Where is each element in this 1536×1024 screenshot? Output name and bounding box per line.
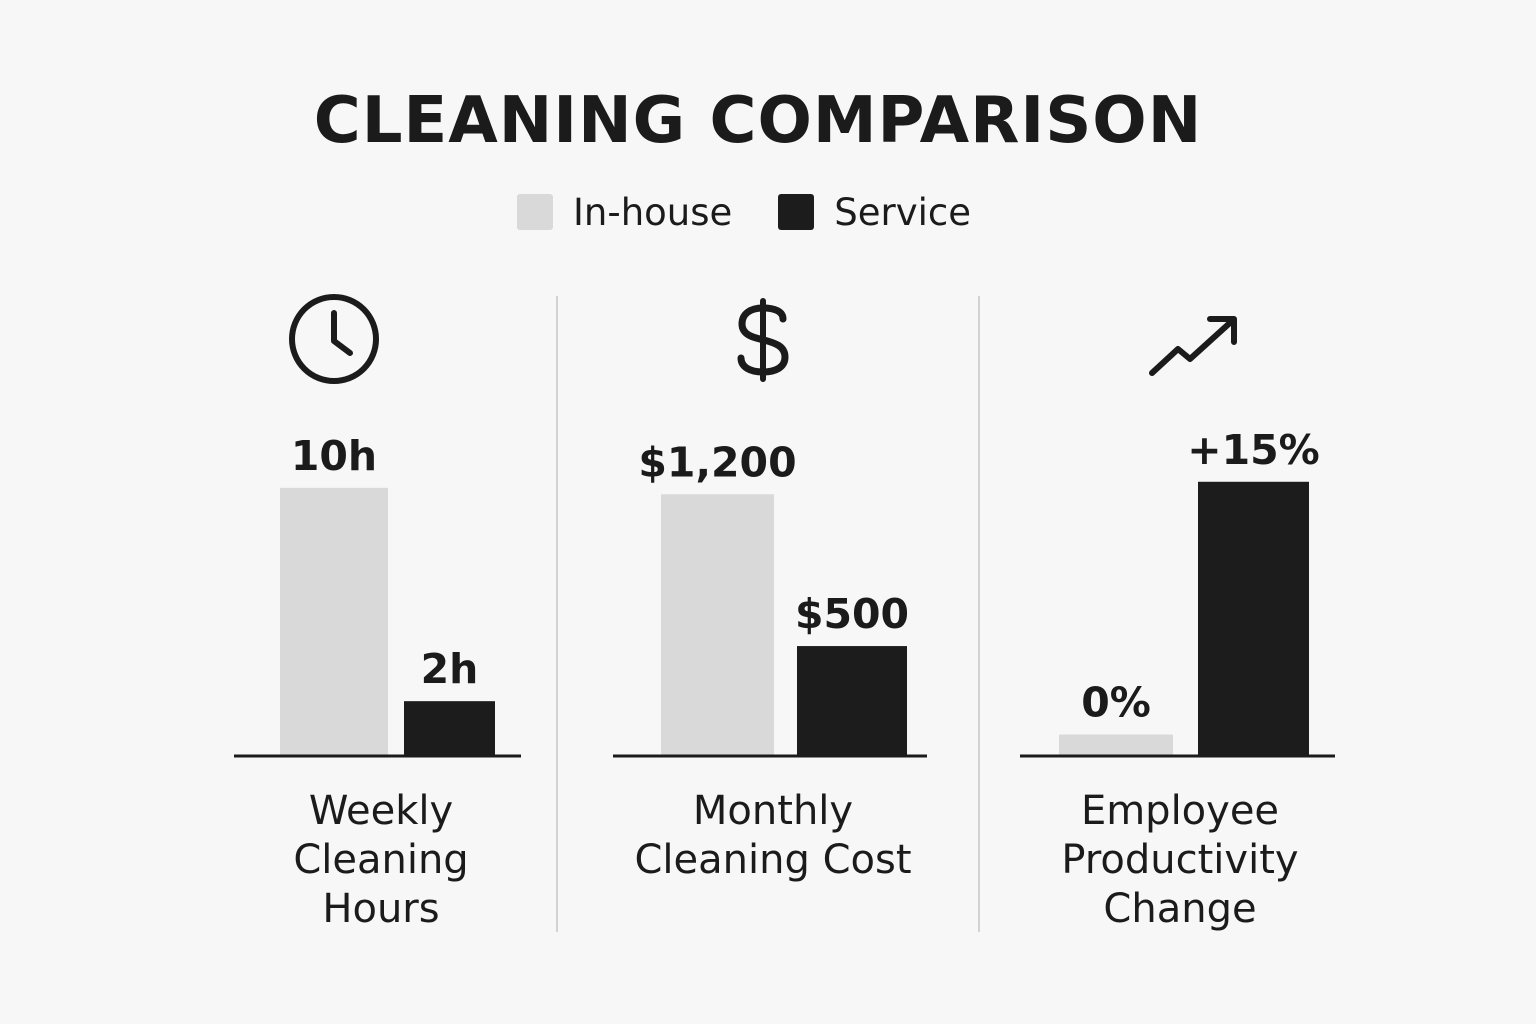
panel-divider-1: [556, 296, 558, 932]
legend-swatch-service: [778, 194, 815, 230]
legend-label-service: Service: [834, 190, 972, 234]
bar-in-house: [1059, 734, 1173, 755]
bar-service: [404, 701, 495, 755]
data-label: 10h: [291, 432, 377, 480]
legend-swatch-in-house: [517, 194, 553, 230]
legend-item-in-house: In-house: [517, 191, 732, 234]
panel-label-line: Change: [1103, 886, 1257, 932]
data-label: $500: [795, 590, 909, 638]
panel-divider-2: [978, 296, 980, 932]
bar-service: [797, 646, 907, 755]
bar-in-house: [280, 487, 388, 755]
data-label: 2h: [421, 645, 479, 693]
panel-label-line: Cleaning: [293, 837, 469, 883]
panel-label-line: Hours: [322, 886, 440, 932]
panel-label-employee-productivity-change: Employee Productivity Change: [1000, 787, 1360, 934]
panel-label-line: Employee: [1080, 788, 1280, 834]
panel-label-weekly-cleaning-hours: Weekly Cleaning Hours: [201, 787, 561, 934]
panel-label-line: Cleaning Cost: [634, 837, 912, 883]
data-label: +15%: [1187, 426, 1320, 474]
panel-label-line: Monthly: [692, 788, 854, 834]
data-label: $1,200: [638, 438, 796, 486]
panel-label-monthly-cleaning-cost: Monthly Cleaning Cost: [593, 787, 953, 885]
bar-in-house: [661, 494, 774, 755]
panel-label-line: Productivity: [1061, 837, 1299, 883]
legend-item-service: Service: [778, 191, 971, 234]
bar-service: [1198, 481, 1309, 755]
clock-icon: [289, 294, 379, 384]
panel-label-line: Weekly: [308, 788, 454, 834]
legend-label-in-house: In-house: [573, 190, 733, 234]
trending-up-icon: [1149, 316, 1237, 376]
chart-title: CLEANING COMPARISON: [313, 84, 1203, 158]
data-label: 0%: [1081, 679, 1151, 727]
legend: In-house Service: [517, 191, 1017, 234]
dollar-icon: [737, 298, 789, 382]
